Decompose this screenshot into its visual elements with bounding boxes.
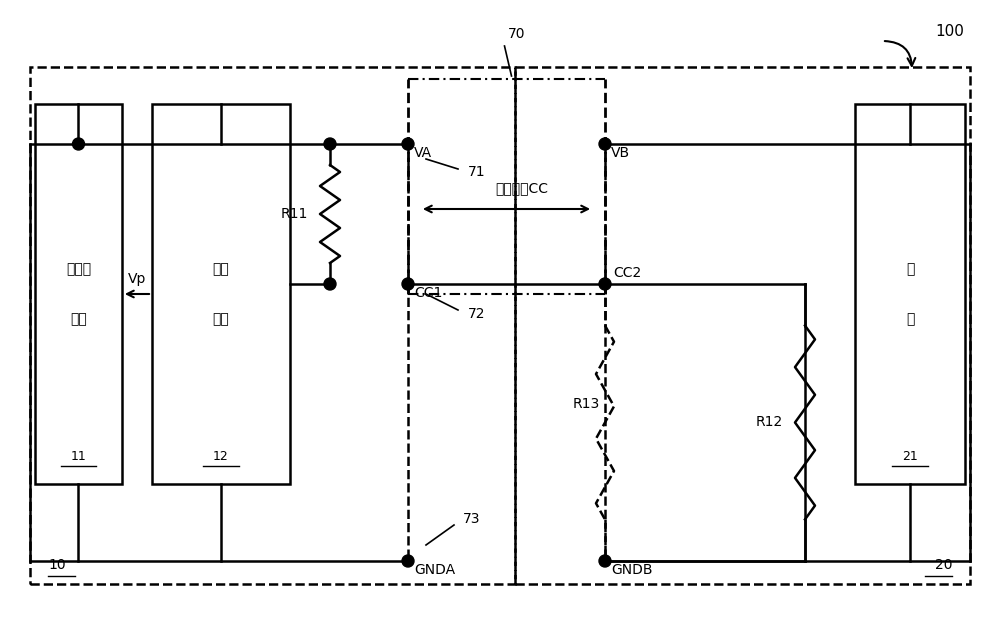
FancyArrowPatch shape	[885, 41, 915, 66]
Circle shape	[402, 555, 414, 567]
Bar	[515, 67, 970, 584]
Circle shape	[324, 278, 336, 290]
Text: CC2: CC2	[613, 266, 641, 280]
Text: 72: 72	[468, 307, 486, 321]
Text: CC1: CC1	[414, 286, 442, 300]
Bar	[30, 67, 515, 584]
Text: R12: R12	[756, 415, 783, 429]
Text: 20: 20	[934, 558, 952, 572]
Circle shape	[599, 555, 611, 567]
Text: 71: 71	[468, 165, 486, 179]
Text: 12: 12	[213, 449, 229, 463]
Text: 100: 100	[935, 24, 964, 39]
Bar	[35, 104, 122, 484]
Text: 10: 10	[48, 558, 66, 572]
Circle shape	[402, 278, 414, 290]
Circle shape	[599, 138, 611, 150]
Text: 70: 70	[508, 27, 525, 41]
Circle shape	[599, 278, 611, 290]
Text: VA: VA	[414, 146, 432, 160]
Text: GNDA: GNDA	[414, 563, 455, 577]
Text: Vp: Vp	[128, 272, 146, 286]
Text: 换器: 换器	[70, 312, 87, 326]
Circle shape	[324, 138, 336, 150]
Text: 21: 21	[902, 449, 918, 463]
Text: 传输讯号CC: 传输讯号CC	[495, 181, 548, 195]
Text: 11: 11	[71, 449, 86, 463]
Text: 负: 负	[906, 262, 914, 276]
Text: R13: R13	[573, 397, 600, 412]
Text: R11: R11	[281, 207, 308, 221]
Text: VB: VB	[611, 146, 630, 160]
Circle shape	[402, 138, 414, 150]
Bar	[855, 104, 965, 484]
Text: 电路: 电路	[213, 312, 229, 326]
Text: 73: 73	[463, 512, 480, 526]
Text: 控制: 控制	[213, 262, 229, 276]
Bar	[152, 104, 290, 484]
Text: GNDB: GNDB	[611, 563, 652, 577]
Text: 电源转: 电源转	[66, 262, 91, 276]
Circle shape	[72, 138, 84, 150]
Text: 载: 载	[906, 312, 914, 326]
